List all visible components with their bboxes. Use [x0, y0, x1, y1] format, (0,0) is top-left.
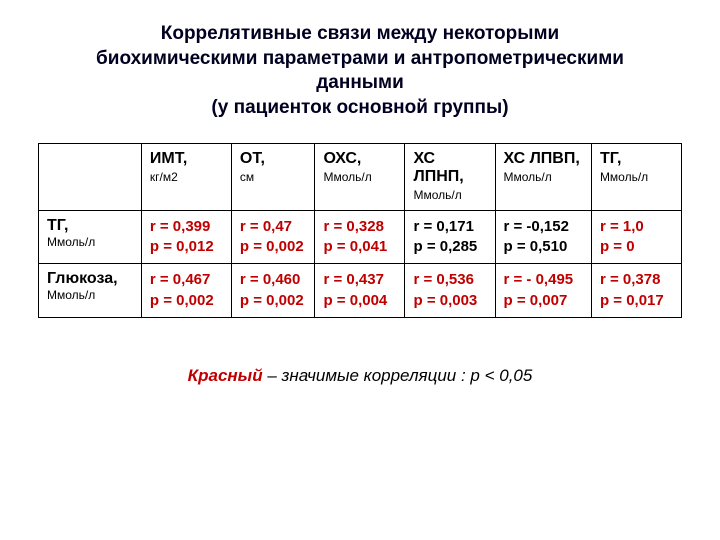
table-head: ИМТ, кг/м2ОТ, смОХС, Ммоль/лХС ЛПНП, Ммо…	[39, 143, 682, 210]
col-header-unit: Ммоль/л	[600, 170, 648, 184]
r-value: r = - 0,495	[504, 271, 574, 288]
title-line-2: биохимическими параметрами и антропометр…	[96, 48, 624, 69]
corr-value: r = - 0,495 p = 0,007	[504, 270, 583, 311]
col-header-2: ОТ, см	[231, 143, 315, 210]
slide: Коррелятивные связи между некоторыми био…	[0, 0, 720, 540]
p-value: p = 0,004	[323, 292, 387, 309]
col-header-name: ХС ЛПВП,	[504, 150, 580, 167]
corr-value: r = 0,399 p = 0,012	[150, 217, 223, 258]
corr-value: r = 0,437 p = 0,004	[323, 270, 396, 311]
col-header-unit: Ммоль/л	[323, 170, 371, 184]
corr-cell: r = - 0,495 p = 0,007	[495, 264, 591, 318]
corr-cell: r = 0,399 p = 0,012	[141, 210, 231, 264]
table-body: ТГ,Ммоль/лr = 0,399p = 0,012r = 0,47p = …	[39, 210, 682, 317]
p-value: p = 0,012	[150, 238, 214, 255]
row-name: Глюкоза,	[47, 270, 118, 287]
col-header-1: ИМТ, кг/м2	[141, 143, 231, 210]
r-value: r = 1,0	[600, 218, 644, 235]
p-value: p = 0,002	[240, 292, 304, 309]
table-row: ТГ,Ммоль/л r = 0,399 p = 0,012 r = 0,47 p = …	[39, 210, 682, 264]
col-header-3: ОХС, Ммоль/л	[315, 143, 405, 210]
col-header-name: ТГ,	[600, 150, 621, 167]
title-line-1: Коррелятивные связи между некоторыми	[161, 23, 559, 44]
corr-cell: r = 0,437 p = 0,004	[315, 264, 405, 318]
col-header-unit: Ммоль/л	[504, 170, 552, 184]
corr-value: r = 0,460 p = 0,002	[240, 270, 307, 311]
corr-cell: r = 1,0 p = 0	[591, 210, 681, 264]
legend-rest: – значимые корреляции : p < 0,05	[263, 366, 533, 385]
row-unit: Ммоль/л	[47, 288, 133, 302]
col-header-0	[39, 143, 142, 210]
r-value: r = 0,171	[413, 218, 473, 235]
corr-cell: r = 0,171 p = 0,285	[405, 210, 495, 264]
corr-cell: r = 0,328 p = 0,041	[315, 210, 405, 264]
corr-cell: r = 0,536 p = 0,003	[405, 264, 495, 318]
r-value: r = 0,399	[150, 218, 210, 235]
corr-cell: r = 0,378 p = 0,017	[591, 264, 681, 318]
col-header-unit: Ммоль/л	[413, 188, 461, 202]
corr-cell: r = -0,152 p = 0,510	[495, 210, 591, 264]
corr-value: r = -0,152 p = 0,510	[504, 217, 583, 258]
corr-cell: r = 0,47 p = 0,002	[231, 210, 315, 264]
row-header: Глюкоза,Ммоль/л	[39, 264, 142, 318]
col-header-4: ХС ЛПНП, Ммоль/л	[405, 143, 495, 210]
col-header-unit: см	[240, 170, 254, 184]
col-header-name: ОХС,	[323, 150, 361, 167]
corr-value: r = 0,47 p = 0,002	[240, 217, 307, 258]
p-value: p = 0,003	[413, 292, 477, 309]
p-value: p = 0,002	[240, 238, 304, 255]
row-name: ТГ,	[47, 217, 68, 234]
r-value: r = 0,378	[600, 271, 660, 288]
p-value: p = 0,007	[504, 292, 568, 309]
title-line-3: данными	[316, 72, 404, 93]
row-unit: Ммоль/л	[47, 235, 133, 249]
p-value: p = 0,510	[504, 238, 568, 255]
r-value: r = 0,328	[323, 218, 383, 235]
r-value: r = 0,460	[240, 271, 300, 288]
p-value: p = 0,017	[600, 292, 664, 309]
r-value: r = 0,47	[240, 218, 292, 235]
col-header-name: ОТ,	[240, 150, 265, 167]
p-value: p = 0	[600, 238, 635, 255]
corr-cell: r = 0,460 p = 0,002	[231, 264, 315, 318]
r-value: r = 0,437	[323, 271, 383, 288]
col-header-unit: кг/м2	[150, 170, 178, 184]
col-header-name: ХС ЛПНП,	[413, 150, 463, 185]
corr-value: r = 0,467 p = 0,002	[150, 270, 223, 311]
corr-value: r = 0,536 p = 0,003	[413, 270, 486, 311]
corr-value: r = 1,0 p = 0	[600, 217, 673, 258]
correlation-table: ИМТ, кг/м2ОТ, смОХС, Ммоль/лХС ЛПНП, Ммо…	[38, 143, 682, 318]
r-value: r = 0,467	[150, 271, 210, 288]
col-header-name: ИМТ,	[150, 150, 187, 167]
col-header-6: ТГ, Ммоль/л	[591, 143, 681, 210]
corr-value: r = 0,171 p = 0,285	[413, 217, 486, 258]
title-line-4: (у пациенток основной группы)	[211, 97, 508, 118]
legend: Красный – значимые корреляции : p < 0,05	[38, 366, 682, 386]
legend-red-word: Красный	[188, 366, 263, 385]
r-value: r = -0,152	[504, 218, 569, 235]
slide-title: Коррелятивные связи между некоторыми био…	[38, 22, 682, 121]
table-header-row: ИМТ, кг/м2ОТ, смОХС, Ммоль/лХС ЛПНП, Ммо…	[39, 143, 682, 210]
row-header: ТГ,Ммоль/л	[39, 210, 142, 264]
corr-value: r = 0,328 p = 0,041	[323, 217, 396, 258]
corr-cell: r = 0,467 p = 0,002	[141, 264, 231, 318]
table-row: Глюкоза,Ммоль/лr = 0,467p = 0,002r = 0,4…	[39, 264, 682, 318]
corr-value: r = 0,378 p = 0,017	[600, 270, 673, 311]
p-value: p = 0,002	[150, 292, 214, 309]
p-value: p = 0,041	[323, 238, 387, 255]
p-value: p = 0,285	[413, 238, 477, 255]
r-value: r = 0,536	[413, 271, 473, 288]
col-header-5: ХС ЛПВП, Ммоль/л	[495, 143, 591, 210]
